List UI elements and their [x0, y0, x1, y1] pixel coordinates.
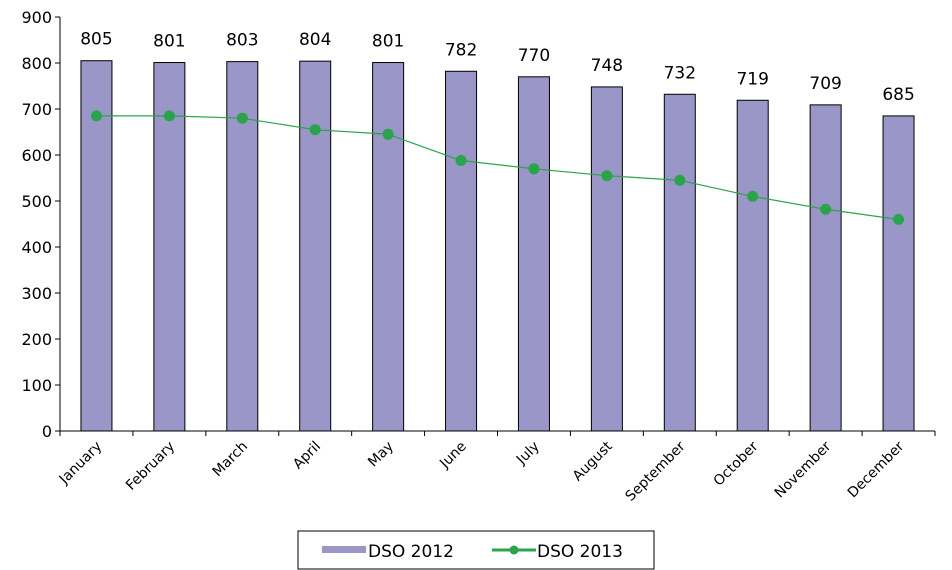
data-label-dso-2012: 801: [372, 32, 404, 52]
y-tick-label: 800: [21, 54, 52, 73]
y-tick-label: 100: [21, 376, 52, 395]
x-tick-label: June: [436, 439, 470, 473]
bar-dso-2012: [736, 99, 769, 432]
y-tick-label: 600: [21, 146, 52, 165]
data-label-dso-2012: 804: [299, 30, 331, 50]
y-tick-label: 500: [21, 192, 52, 211]
data-label-dso-2012: 719: [736, 69, 768, 89]
point-dso-2013: [893, 213, 905, 225]
bar-dso-2012: [80, 60, 113, 432]
y-tick-label: 200: [21, 330, 52, 349]
legend-marker-dso-2013: [509, 545, 519, 555]
bar-dso-2012: [299, 60, 332, 432]
bar-dso-2012: [590, 86, 623, 432]
x-tick-label: March: [210, 439, 251, 480]
x-tick-label: January: [56, 439, 106, 489]
bar-dso-2012: [517, 76, 550, 432]
data-label-dso-2012: 782: [445, 40, 477, 60]
data-label-dso-2012: 732: [664, 63, 696, 83]
x-tick-label: August: [570, 438, 616, 484]
y-tick-label: 300: [21, 284, 52, 303]
point-dso-2013: [236, 112, 248, 124]
data-label-dso-2012: 709: [809, 74, 841, 94]
point-dso-2013: [309, 124, 321, 136]
line-series-dso-2013: [90, 110, 905, 225]
data-label-dso-2012: 805: [80, 30, 112, 50]
bar-series-dso-2012: [80, 60, 915, 432]
point-dso-2013: [747, 190, 759, 202]
bar-dso-2012: [882, 115, 915, 432]
line-dso-2013: [96, 115, 899, 220]
data-label-dso-2012: 748: [591, 56, 623, 76]
x-tick-label: April: [290, 439, 324, 473]
point-dso-2013: [455, 155, 467, 167]
point-dso-2013: [163, 110, 175, 122]
point-dso-2013: [90, 110, 102, 122]
y-tick-label: 900: [21, 8, 52, 27]
point-dso-2013: [528, 163, 540, 175]
bar-dso-2012: [445, 70, 478, 432]
point-dso-2013: [674, 174, 686, 186]
data-label-dso-2012: 803: [226, 31, 258, 51]
data-label-dso-2012: 770: [518, 46, 550, 66]
y-tick-label: 0: [42, 422, 52, 441]
legend: DSO 2012 DSO 2013: [297, 530, 655, 570]
point-dso-2013: [382, 128, 394, 140]
x-tick-label: November: [772, 438, 835, 501]
data-label-dso-2012: 685: [882, 85, 914, 105]
x-tick-label: July: [513, 439, 543, 469]
bar-dso-2012: [663, 93, 696, 432]
x-tick-label: December: [845, 438, 908, 501]
bar-dso-2012: [153, 62, 186, 432]
legend-label-dso-2013: DSO 2013: [537, 542, 623, 562]
bar-dso-2012: [372, 62, 405, 432]
y-tick-label: 400: [21, 238, 52, 257]
bar-dso-2012: [809, 104, 842, 432]
x-tick-label: October: [711, 438, 762, 489]
data-labels: 805 801 803 804 801 782 770 748 732 719 709 685: [80, 30, 915, 105]
legend-swatch-dso-2012: [322, 546, 366, 553]
point-dso-2013: [820, 203, 832, 215]
point-dso-2013: [601, 170, 613, 182]
y-axis: 0 100 200 300 400 500 600 700 800 900: [21, 8, 61, 441]
x-axis: January February March April May June July Augu…: [56, 430, 936, 505]
x-tick-label: May: [365, 439, 397, 471]
x-tick-label: September: [623, 438, 689, 504]
legend-label-dso-2012: DSO 2012: [368, 542, 454, 562]
data-label-dso-2012: 801: [153, 32, 185, 52]
x-tick-label: February: [123, 439, 178, 494]
y-tick-label: 700: [21, 100, 52, 119]
